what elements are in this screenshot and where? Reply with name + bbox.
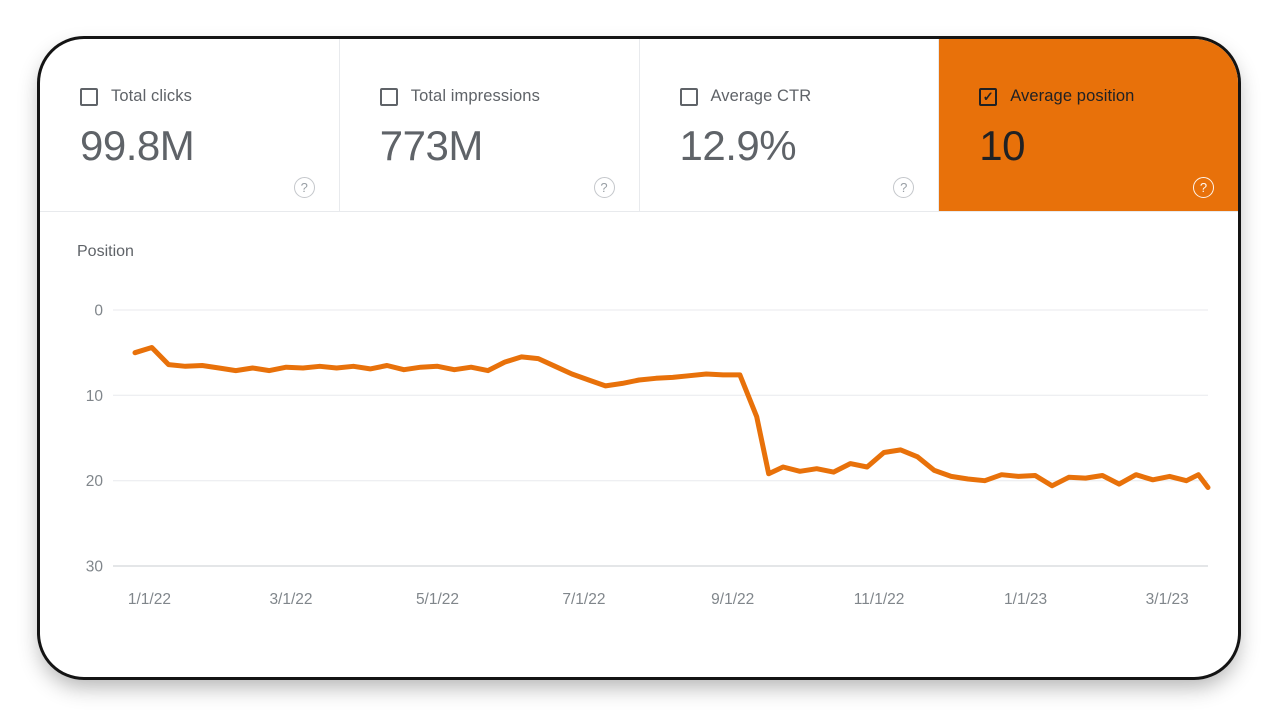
metric-value: 12.9% xyxy=(679,122,797,169)
metric-card-average-ctr[interactable]: Average CTR 12.9% ? xyxy=(640,39,940,211)
checkbox-unchecked-icon[interactable] xyxy=(379,87,398,106)
x-tick-label: 3/1/23 xyxy=(1146,591,1189,608)
card-head: Average CTR xyxy=(679,87,939,106)
metric-value: 10 xyxy=(979,122,1025,169)
help-icon[interactable]: ? xyxy=(1193,177,1214,198)
metric-value: 773M xyxy=(379,122,484,169)
x-tick-label: 3/1/22 xyxy=(269,591,312,608)
x-tick-label: 1/1/23 xyxy=(1004,591,1047,608)
chart-y-axis-title: Position xyxy=(77,243,134,260)
help-icon[interactable]: ? xyxy=(593,177,615,198)
chart-section: Position 0 10 20 30 1/1/22 3/1/22 5/1/22 7/1/22… xyxy=(40,212,1238,619)
metric-label: Average CTR xyxy=(710,87,812,105)
checkbox-unchecked-icon[interactable] xyxy=(679,87,698,106)
help-icon[interactable]: ? xyxy=(293,177,315,198)
position-chart[interactable]: 0 10 20 30 1/1/22 3/1/22 5/1/22 7/1/22 9/1/22 11/… xyxy=(40,274,1236,619)
metric-cards-row: Total clicks 99.8M ? Total impressions 7… xyxy=(40,39,1238,212)
y-tick-label: 0 xyxy=(94,303,103,320)
checkbox-checked-icon[interactable]: ✓ xyxy=(979,87,998,106)
metric-label: Total impressions xyxy=(410,87,540,105)
metric-card-average-position[interactable]: ✓ Average position 10 ? xyxy=(939,39,1238,211)
card-head: Total clicks xyxy=(80,87,339,106)
metric-card-total-clicks[interactable]: Total clicks 99.8M ? xyxy=(40,39,340,211)
y-tick-label: 20 xyxy=(86,473,104,490)
x-tick-label: 7/1/22 xyxy=(562,591,605,608)
y-tick-label: 30 xyxy=(86,559,104,576)
card-head: Total impressions xyxy=(379,87,639,106)
metric-card-total-impressions[interactable]: Total impressions 773M ? xyxy=(340,39,640,211)
average-position-line xyxy=(132,345,1211,490)
help-icon[interactable]: ? xyxy=(893,177,915,198)
card-head: ✓ Average position xyxy=(979,87,1238,106)
y-tick-label: 10 xyxy=(86,388,104,405)
x-tick-label: 1/1/22 xyxy=(128,591,171,608)
search-console-performance-panel: Total clicks 99.8M ? Total impressions 7… xyxy=(40,39,1238,677)
metric-label: Total clicks xyxy=(111,87,192,105)
x-tick-label: 11/1/22 xyxy=(854,591,905,608)
x-tick-label: 9/1/22 xyxy=(711,591,754,608)
x-tick-label: 5/1/22 xyxy=(416,591,459,608)
metric-label: Average position xyxy=(1010,87,1135,105)
checkbox-unchecked-icon[interactable] xyxy=(80,87,98,106)
metric-value: 99.8M xyxy=(80,122,195,169)
